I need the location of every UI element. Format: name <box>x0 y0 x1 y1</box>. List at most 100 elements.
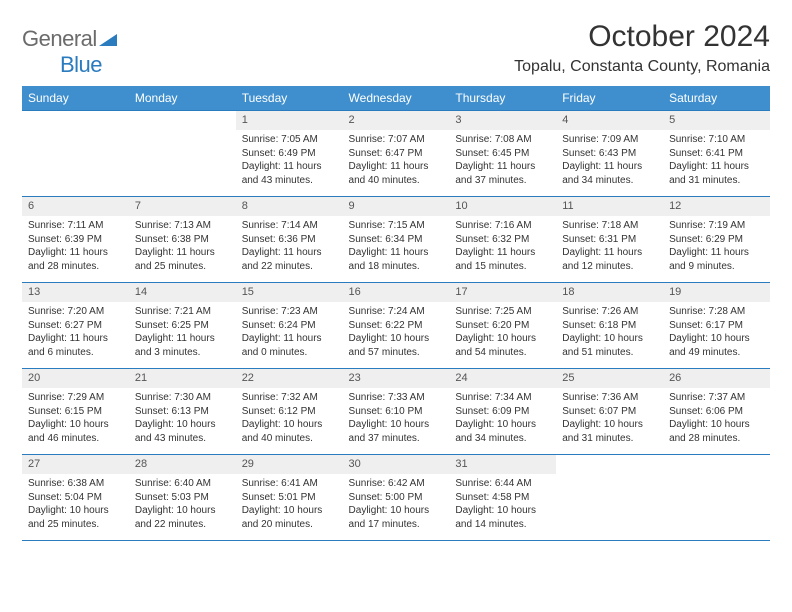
calendar-cell: 9Sunrise: 7:15 AMSunset: 6:34 PMDaylight… <box>343 197 450 283</box>
day-content: Sunrise: 6:38 AMSunset: 5:04 PMDaylight:… <box>22 474 129 535</box>
calendar-cell: 19Sunrise: 7:28 AMSunset: 6:17 PMDayligh… <box>663 283 770 369</box>
day-content: Sunrise: 7:21 AMSunset: 6:25 PMDaylight:… <box>129 302 236 363</box>
col-wednesday: Wednesday <box>343 86 450 111</box>
sunrise-text: Sunrise: 7:28 AM <box>669 305 764 319</box>
day-number: 11 <box>556 197 663 216</box>
day-number: 7 <box>129 197 236 216</box>
sunrise-text: Sunrise: 7:36 AM <box>562 391 657 405</box>
sunrise-text: Sunrise: 7:23 AM <box>242 305 337 319</box>
day-content: Sunrise: 7:11 AMSunset: 6:39 PMDaylight:… <box>22 216 129 277</box>
sunrise-text: Sunrise: 7:33 AM <box>349 391 444 405</box>
calendar-week-row: 13Sunrise: 7:20 AMSunset: 6:27 PMDayligh… <box>22 283 770 369</box>
day-number: 18 <box>556 283 663 302</box>
day-content: Sunrise: 7:37 AMSunset: 6:06 PMDaylight:… <box>663 388 770 449</box>
day-content: Sunrise: 7:20 AMSunset: 6:27 PMDaylight:… <box>22 302 129 363</box>
calendar-cell: 12Sunrise: 7:19 AMSunset: 6:29 PMDayligh… <box>663 197 770 283</box>
day-content: Sunrise: 7:30 AMSunset: 6:13 PMDaylight:… <box>129 388 236 449</box>
calendar-cell <box>663 455 770 541</box>
daylight-text: Daylight: 11 hours and 43 minutes. <box>242 160 337 187</box>
sunset-text: Sunset: 6:17 PM <box>669 319 764 333</box>
day-content: Sunrise: 7:26 AMSunset: 6:18 PMDaylight:… <box>556 302 663 363</box>
day-content: Sunrise: 7:25 AMSunset: 6:20 PMDaylight:… <box>449 302 556 363</box>
sunset-text: Sunset: 6:27 PM <box>28 319 123 333</box>
calendar-cell: 27Sunrise: 6:38 AMSunset: 5:04 PMDayligh… <box>22 455 129 541</box>
calendar-cell: 23Sunrise: 7:33 AMSunset: 6:10 PMDayligh… <box>343 369 450 455</box>
col-monday: Monday <box>129 86 236 111</box>
sunrise-text: Sunrise: 7:14 AM <box>242 219 337 233</box>
day-number: 30 <box>343 455 450 474</box>
daylight-text: Daylight: 11 hours and 28 minutes. <box>28 246 123 273</box>
sunset-text: Sunset: 5:01 PM <box>242 491 337 505</box>
sunset-text: Sunset: 6:32 PM <box>455 233 550 247</box>
calendar-cell: 16Sunrise: 7:24 AMSunset: 6:22 PMDayligh… <box>343 283 450 369</box>
day-number: 25 <box>556 369 663 388</box>
calendar-cell: 11Sunrise: 7:18 AMSunset: 6:31 PMDayligh… <box>556 197 663 283</box>
sunset-text: Sunset: 6:49 PM <box>242 147 337 161</box>
sunrise-text: Sunrise: 7:18 AM <box>562 219 657 233</box>
day-content: Sunrise: 7:23 AMSunset: 6:24 PMDaylight:… <box>236 302 343 363</box>
calendar-cell: 21Sunrise: 7:30 AMSunset: 6:13 PMDayligh… <box>129 369 236 455</box>
sunset-text: Sunset: 6:22 PM <box>349 319 444 333</box>
calendar-cell: 29Sunrise: 6:41 AMSunset: 5:01 PMDayligh… <box>236 455 343 541</box>
day-number: 26 <box>663 369 770 388</box>
day-number: 15 <box>236 283 343 302</box>
day-content: Sunrise: 7:15 AMSunset: 6:34 PMDaylight:… <box>343 216 450 277</box>
sunrise-text: Sunrise: 7:08 AM <box>455 133 550 147</box>
daylight-text: Daylight: 10 hours and 37 minutes. <box>349 418 444 445</box>
daylight-text: Daylight: 10 hours and 22 minutes. <box>135 504 230 531</box>
sunset-text: Sunset: 6:45 PM <box>455 147 550 161</box>
logo-triangle-icon <box>99 26 117 52</box>
sunrise-text: Sunrise: 6:41 AM <box>242 477 337 491</box>
sunrise-text: Sunrise: 7:25 AM <box>455 305 550 319</box>
calendar-cell: 31Sunrise: 6:44 AMSunset: 4:58 PMDayligh… <box>449 455 556 541</box>
calendar-cell: 26Sunrise: 7:37 AMSunset: 6:06 PMDayligh… <box>663 369 770 455</box>
daylight-text: Daylight: 10 hours and 43 minutes. <box>135 418 230 445</box>
daylight-text: Daylight: 11 hours and 31 minutes. <box>669 160 764 187</box>
sunrise-text: Sunrise: 7:16 AM <box>455 219 550 233</box>
day-content: Sunrise: 7:08 AMSunset: 6:45 PMDaylight:… <box>449 130 556 191</box>
day-number: 29 <box>236 455 343 474</box>
daylight-text: Daylight: 11 hours and 37 minutes. <box>455 160 550 187</box>
daylight-text: Daylight: 10 hours and 25 minutes. <box>28 504 123 531</box>
calendar-cell: 22Sunrise: 7:32 AMSunset: 6:12 PMDayligh… <box>236 369 343 455</box>
day-content: Sunrise: 6:44 AMSunset: 4:58 PMDaylight:… <box>449 474 556 535</box>
sunset-text: Sunset: 6:18 PM <box>562 319 657 333</box>
daylight-text: Daylight: 11 hours and 22 minutes. <box>242 246 337 273</box>
daylight-text: Daylight: 10 hours and 51 minutes. <box>562 332 657 359</box>
calendar-week-row: 6Sunrise: 7:11 AMSunset: 6:39 PMDaylight… <box>22 197 770 283</box>
daylight-text: Daylight: 11 hours and 18 minutes. <box>349 246 444 273</box>
day-number: 24 <box>449 369 556 388</box>
calendar-cell <box>556 455 663 541</box>
daylight-text: Daylight: 10 hours and 49 minutes. <box>669 332 764 359</box>
sunrise-text: Sunrise: 7:24 AM <box>349 305 444 319</box>
calendar-cell: 8Sunrise: 7:14 AMSunset: 6:36 PMDaylight… <box>236 197 343 283</box>
day-number: 31 <box>449 455 556 474</box>
day-content: Sunrise: 7:29 AMSunset: 6:15 PMDaylight:… <box>22 388 129 449</box>
day-content: Sunrise: 7:14 AMSunset: 6:36 PMDaylight:… <box>236 216 343 277</box>
sunset-text: Sunset: 6:07 PM <box>562 405 657 419</box>
daylight-text: Daylight: 10 hours and 40 minutes. <box>242 418 337 445</box>
day-content: Sunrise: 6:41 AMSunset: 5:01 PMDaylight:… <box>236 474 343 535</box>
sunset-text: Sunset: 6:20 PM <box>455 319 550 333</box>
day-content: Sunrise: 6:42 AMSunset: 5:00 PMDaylight:… <box>343 474 450 535</box>
daylight-text: Daylight: 11 hours and 40 minutes. <box>349 160 444 187</box>
calendar-cell: 24Sunrise: 7:34 AMSunset: 6:09 PMDayligh… <box>449 369 556 455</box>
logo-word-2: Blue <box>60 52 102 77</box>
day-number: 16 <box>343 283 450 302</box>
calendar-week-row: 20Sunrise: 7:29 AMSunset: 6:15 PMDayligh… <box>22 369 770 455</box>
logo-word-1: General <box>22 26 97 51</box>
day-content: Sunrise: 7:18 AMSunset: 6:31 PMDaylight:… <box>556 216 663 277</box>
daylight-text: Daylight: 11 hours and 12 minutes. <box>562 246 657 273</box>
day-number: 10 <box>449 197 556 216</box>
sunset-text: Sunset: 6:06 PM <box>669 405 764 419</box>
sunrise-text: Sunrise: 6:38 AM <box>28 477 123 491</box>
sunset-text: Sunset: 6:13 PM <box>135 405 230 419</box>
sunset-text: Sunset: 5:04 PM <box>28 491 123 505</box>
calendar-cell: 5Sunrise: 7:10 AMSunset: 6:41 PMDaylight… <box>663 111 770 197</box>
day-number: 23 <box>343 369 450 388</box>
daylight-text: Daylight: 11 hours and 0 minutes. <box>242 332 337 359</box>
daylight-text: Daylight: 10 hours and 14 minutes. <box>455 504 550 531</box>
sunrise-text: Sunrise: 7:20 AM <box>28 305 123 319</box>
calendar-cell: 30Sunrise: 6:42 AMSunset: 5:00 PMDayligh… <box>343 455 450 541</box>
sunset-text: Sunset: 6:41 PM <box>669 147 764 161</box>
